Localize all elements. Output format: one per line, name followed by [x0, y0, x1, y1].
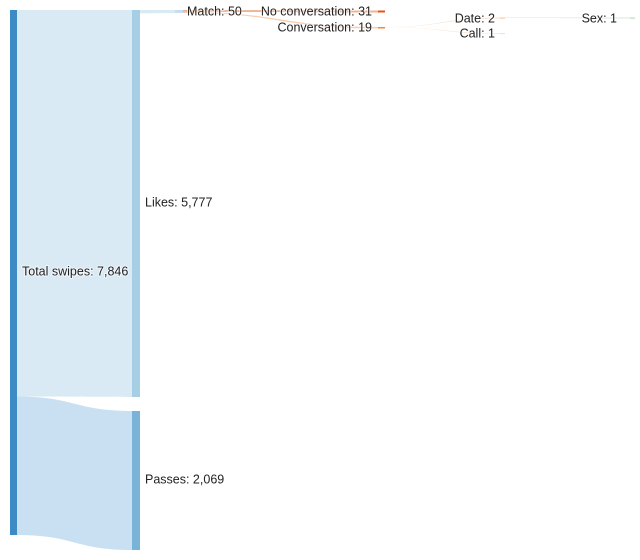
- node-label-date: Date: 2: [455, 11, 495, 25]
- link-conv-to-call[interactable]: [385, 27, 500, 34]
- link-date-to-sex[interactable]: [505, 17, 630, 19]
- link-total-to-likes[interactable]: [17, 10, 132, 397]
- node-total[interactable]: [10, 10, 17, 535]
- node-label-passes: Passes: 2,069: [145, 472, 224, 486]
- node-match[interactable]: [175, 10, 183, 13]
- labels: Total swipes: 7,846 Likes: 5,777 Passes: 2…: [21, 3, 618, 487]
- node-call[interactable]: [500, 33, 505, 35]
- link-match-to-noconv[interactable]: [183, 10, 378, 13]
- node-label-noconv: No conversation: 31: [261, 4, 372, 18]
- link-match-to-conv[interactable]: [183, 11, 378, 29]
- node-label-total: Total swipes: 7,846: [22, 264, 128, 278]
- node-label-call: Call: 1: [460, 26, 495, 40]
- link-likes-to-match[interactable]: [140, 10, 175, 14]
- link-conv-to-date[interactable]: [385, 17, 500, 28]
- node-date[interactable]: [500, 17, 505, 19]
- node-label-likes: Likes: 5,777: [145, 195, 212, 209]
- node-label-conv: Conversation: 19: [277, 20, 372, 34]
- node-label-sex: Sex: 1: [582, 11, 617, 25]
- nodes: [10, 10, 635, 550]
- node-noconv[interactable]: [378, 10, 385, 13]
- node-sex[interactable]: [630, 17, 635, 19]
- node-likes[interactable]: [132, 10, 140, 397]
- links: [17, 10, 630, 550]
- node-passes[interactable]: [132, 411, 140, 550]
- link-total-to-passes[interactable]: [17, 396, 132, 550]
- node-label-match: Match: 50: [187, 4, 242, 18]
- node-conv[interactable]: [378, 27, 385, 29]
